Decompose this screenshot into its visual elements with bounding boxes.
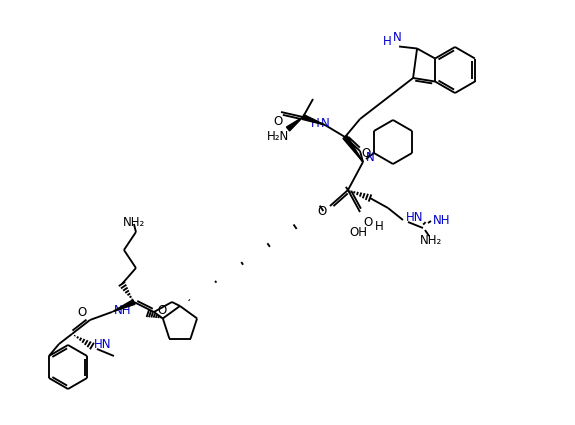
Text: O: O xyxy=(363,215,373,229)
Text: H₂N: H₂N xyxy=(267,130,289,142)
Text: O: O xyxy=(273,114,283,127)
Text: O: O xyxy=(317,204,327,218)
Polygon shape xyxy=(112,300,135,312)
Text: N: N xyxy=(366,150,374,164)
Text: N: N xyxy=(393,31,401,44)
Text: NH: NH xyxy=(114,303,132,317)
Text: NH: NH xyxy=(433,213,450,227)
Polygon shape xyxy=(286,117,303,131)
Text: O: O xyxy=(158,303,167,317)
Text: HN: HN xyxy=(407,210,424,224)
Text: NH₂: NH₂ xyxy=(123,215,145,229)
Text: NH₂: NH₂ xyxy=(420,233,442,246)
Text: HN: HN xyxy=(94,337,112,351)
Text: O: O xyxy=(361,147,371,159)
Text: O: O xyxy=(77,306,87,320)
Polygon shape xyxy=(343,136,363,162)
Text: N: N xyxy=(321,116,329,130)
Text: H: H xyxy=(383,35,392,48)
Text: H: H xyxy=(310,116,319,130)
Text: H: H xyxy=(375,219,384,232)
Text: OH: OH xyxy=(349,226,367,238)
Polygon shape xyxy=(302,115,325,125)
